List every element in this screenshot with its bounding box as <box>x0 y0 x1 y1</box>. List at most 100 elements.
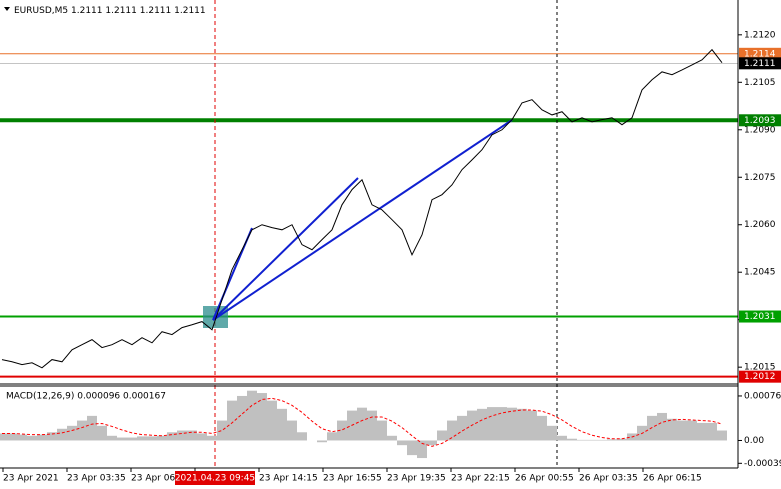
x-tick-label: 23 Apr 06:55 <box>131 474 190 484</box>
macd-bar <box>647 415 657 441</box>
x-tick-label: 26 Apr 06:15 <box>643 474 702 484</box>
macd-bar <box>87 415 97 441</box>
high: 1.2111 <box>105 6 137 16</box>
macd-bar <box>387 435 397 441</box>
menu-arrow <box>4 7 10 11</box>
x-tick-label: 23 Apr 19:35 <box>387 474 446 484</box>
macd-bar <box>417 440 427 459</box>
chart-header: EURUSD,M5 1.2111 1.2111 1.2111 1.2111 <box>14 6 206 16</box>
x-tick-label: 23 Apr 22:15 <box>451 474 510 484</box>
macd-bar <box>567 438 577 441</box>
x-tick-label: 26 Apr 00:55 <box>515 474 574 484</box>
y-tick-label: 1.2105 <box>744 78 776 88</box>
x-tick-label: 23 Apr 2021 <box>3 474 59 484</box>
macd-bar <box>217 420 227 441</box>
macd-bar <box>557 435 567 441</box>
macd-bar <box>17 434 27 441</box>
macd-bar <box>527 410 537 441</box>
level-label: 1.2114 <box>744 49 776 59</box>
macd-bar <box>317 440 327 443</box>
macd-bar <box>407 440 417 456</box>
macd-bar <box>77 420 87 441</box>
level-label: 1.2012 <box>744 372 776 382</box>
macd-bar <box>447 420 457 441</box>
macd-bar <box>537 415 547 441</box>
open: 1.2111 <box>71 6 103 16</box>
signal-line <box>2 397 723 447</box>
y-tick-label: 0.00076 <box>744 391 781 401</box>
macd-bar <box>577 439 587 441</box>
macd-bar <box>127 437 137 441</box>
macd-bar <box>717 430 727 441</box>
macd-bar <box>137 436 147 441</box>
low: 1.2111 <box>140 6 172 16</box>
level-label-box <box>739 370 781 383</box>
macd-bar <box>97 425 107 441</box>
level-label-box <box>739 310 781 323</box>
macd-bar <box>167 432 177 441</box>
macd-bar <box>677 420 687 441</box>
macd-bar <box>477 408 487 441</box>
macd-bar <box>107 435 117 441</box>
macd-bar <box>27 435 37 441</box>
macd-bar <box>547 425 557 441</box>
macd-bar <box>147 436 157 441</box>
macd-bar <box>517 408 527 441</box>
macd-bar <box>437 430 447 441</box>
macd-bar <box>57 428 67 441</box>
macd-bar <box>487 407 497 441</box>
macd-bar <box>227 400 237 441</box>
x-tick-label: 23 Apr 03:35 <box>67 474 126 484</box>
macd-bar <box>237 395 247 441</box>
x-tick-label: 23 Apr 16:55 <box>323 474 382 484</box>
y-tick-label: 1.2090 <box>744 125 776 135</box>
close: 1.2111 <box>174 6 206 16</box>
crosshair-label-box <box>175 471 255 485</box>
macd-bar <box>0 433 7 441</box>
y-tick-label: 1.2120 <box>744 30 776 40</box>
price-line <box>1 48 723 369</box>
macd-bar <box>367 410 377 441</box>
macd-bar <box>267 400 277 441</box>
macd-bar <box>497 407 507 441</box>
level-label-box <box>739 47 781 60</box>
macd-bar <box>457 415 467 441</box>
macd-bar <box>427 440 437 446</box>
macd-bar <box>667 418 677 441</box>
x-tick-label: 26 Apr 03:35 <box>579 474 638 484</box>
y-tick-label: -0.00039 <box>744 459 781 469</box>
level-label: 1.2111 <box>744 59 776 69</box>
macd-bar <box>37 434 47 441</box>
symbol: EURUSD,M5 <box>14 6 68 16</box>
y-tick-label: 1.2075 <box>744 173 776 183</box>
macd-bar <box>397 440 407 446</box>
macd-bar <box>377 420 387 441</box>
macd-bar <box>617 438 627 441</box>
macd-bar <box>47 432 57 441</box>
level-label-box <box>739 114 781 127</box>
macd-bar <box>67 425 77 441</box>
macd-bar <box>207 435 217 441</box>
macd-bar <box>277 408 287 441</box>
level-label-box <box>739 57 781 70</box>
x-tick-label: 23 Apr 14:15 <box>259 474 318 484</box>
macd-bar <box>597 439 607 441</box>
macd-bar <box>297 432 307 441</box>
macd-bar <box>357 407 367 441</box>
macd-bar <box>157 435 167 441</box>
y-tick-label: 0.00 <box>744 436 764 446</box>
macd-bar <box>327 432 337 441</box>
y-tick-label: 1.2015 <box>744 363 776 373</box>
macd-bar <box>697 422 707 441</box>
macd-bar <box>257 393 267 441</box>
macd-bar <box>687 420 697 441</box>
macd-bar <box>707 422 717 441</box>
y-tick-label: 1.2060 <box>744 220 776 230</box>
crosshair-label: 2021.04.23 09:45 <box>175 474 255 484</box>
macd-bar <box>507 407 517 441</box>
y-tick-label: 1.2045 <box>744 268 776 278</box>
trend-line <box>212 119 513 321</box>
macd-bar <box>187 430 197 441</box>
macd-bar <box>117 437 127 441</box>
